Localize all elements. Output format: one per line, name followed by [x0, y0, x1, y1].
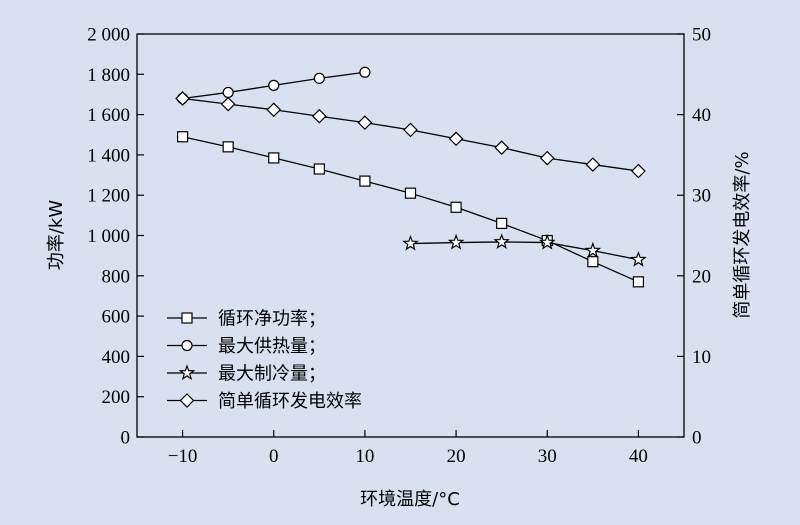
- legend-marker: [178, 364, 196, 381]
- data-point: [450, 201, 462, 213]
- y-tick-label: 600: [102, 307, 131, 328]
- series-star: [402, 233, 647, 267]
- data-point: [631, 163, 646, 179]
- data-point: [630, 250, 647, 267]
- y2-tick-label: 20: [692, 266, 711, 287]
- x-tick-label: 30: [538, 446, 557, 467]
- legend-item: 最大制冷量；: [167, 364, 326, 385]
- data-point: [496, 217, 508, 230]
- series-line: [182, 136, 639, 283]
- y-tick-label: 0: [121, 428, 131, 449]
- data-point: [359, 175, 371, 187]
- x-tick-label: 40: [629, 446, 648, 467]
- legend-label: 最大供热量；: [218, 336, 326, 357]
- data-point: [175, 91, 190, 106]
- series-circle: [176, 66, 371, 105]
- data-point: [313, 163, 325, 175]
- data-point: [402, 234, 419, 251]
- legend-label: 最大制冷量；: [218, 364, 326, 385]
- legend-item: 循环净功率；: [167, 309, 326, 330]
- y-tick-label: 2 000: [87, 25, 130, 46]
- legend-label: 循环净功率；: [218, 309, 326, 330]
- y-tick-label: 200: [102, 387, 131, 408]
- x-tick-label: 0: [269, 446, 279, 467]
- data-point: [268, 79, 280, 91]
- x-tick-label: 10: [355, 446, 374, 467]
- data-point: [266, 102, 282, 118]
- series-layer: [175, 66, 647, 288]
- x-tick-label: −10: [168, 446, 198, 467]
- y2-tick-label: 50: [692, 25, 711, 46]
- y2-tick-label: 30: [692, 186, 711, 207]
- data-point: [539, 150, 555, 166]
- data-point: [311, 108, 327, 124]
- legend-item: 简单循环发电效率: [167, 391, 362, 412]
- series-line: [410, 241, 639, 261]
- y2-tick-label: 0: [692, 428, 702, 449]
- data-point: [538, 233, 556, 250]
- data-point: [584, 241, 602, 258]
- y-tick-label: 800: [102, 266, 131, 287]
- legend-marker: [181, 312, 193, 324]
- data-point: [220, 96, 236, 112]
- data-point: [357, 115, 373, 131]
- y2-tick-label: 10: [692, 347, 711, 368]
- data-point: [494, 140, 510, 155]
- legend-item: 最大供热量；: [167, 336, 326, 357]
- data-point: [268, 152, 280, 164]
- y-tick-label: 1 400: [87, 145, 130, 166]
- y2-tick-label: 40: [692, 105, 711, 126]
- data-point: [176, 131, 189, 143]
- legend-label: 简单循环发电效率: [218, 391, 362, 412]
- x-axis-title: 环境温度/°C: [360, 489, 460, 510]
- data-point: [222, 86, 234, 99]
- y-tick-label: 1 600: [87, 105, 130, 126]
- legend-marker: [179, 393, 195, 408]
- y-tick-label: 400: [102, 347, 131, 368]
- y-tick-label: 1 000: [87, 226, 130, 247]
- data-point: [585, 157, 601, 172]
- data-point: [404, 187, 417, 199]
- legend: 循环净功率； 最大供热量； 最大制冷量； 简单循环发电效率: [167, 309, 362, 412]
- data-point: [313, 72, 325, 84]
- y-tick-label: 1 800: [87, 65, 130, 86]
- data-point: [447, 233, 465, 250]
- data-point: [222, 141, 234, 153]
- series-square: [176, 131, 645, 288]
- x-tick-label: 20: [447, 446, 466, 467]
- y-axis-title: 功率/kW: [46, 200, 67, 270]
- y-tick-label: 1 200: [87, 186, 130, 207]
- data-point: [403, 122, 418, 138]
- series-diamond: [175, 91, 646, 179]
- data-point: [493, 233, 510, 250]
- data-point: [587, 256, 599, 268]
- data-point: [359, 66, 371, 78]
- data-point: [448, 131, 464, 147]
- y2-axis-title: 简单循环发电效率/%: [732, 151, 753, 318]
- data-point: [632, 276, 645, 288]
- legend-marker: [181, 339, 193, 352]
